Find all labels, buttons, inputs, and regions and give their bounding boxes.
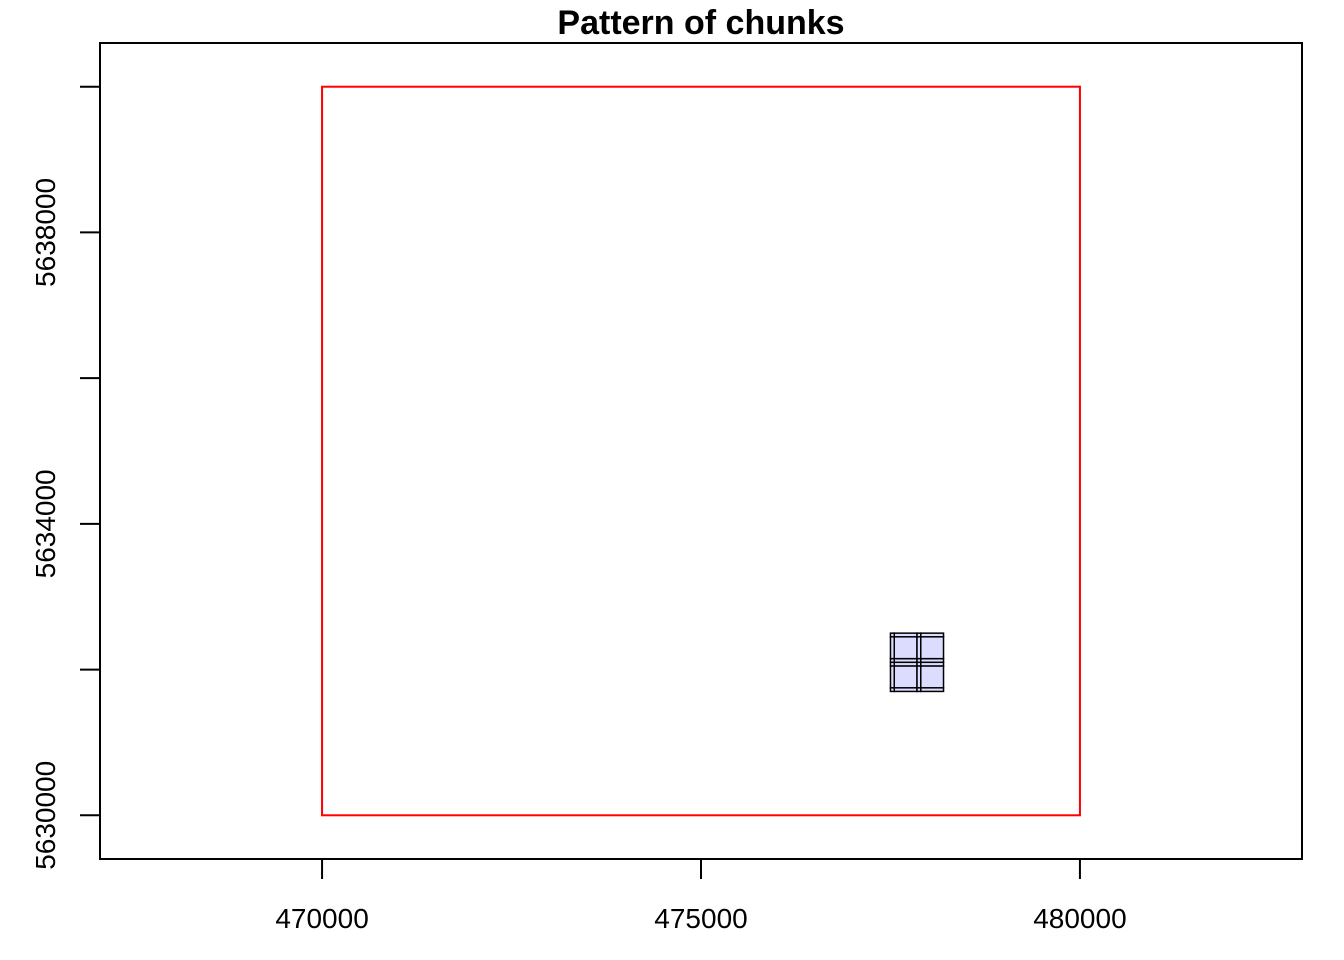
chunk-cell — [893, 636, 918, 660]
chart-title: Pattern of chunks — [557, 4, 844, 42]
axes: 470000 475000 480000 5630000 5634000 5638000 — [30, 42, 1303, 934]
y-tick-label: 5630000 — [30, 761, 61, 870]
extent-rectangle — [321, 85, 1081, 817]
x-tick-label: 480000 — [1033, 903, 1126, 934]
x-tick-label: 470000 — [275, 903, 368, 934]
chunk-cell — [920, 632, 945, 638]
chunk-cell — [920, 665, 945, 689]
chunk-cells — [889, 632, 945, 693]
plot-frame — [99, 42, 1303, 860]
plot-area — [321, 85, 1081, 817]
y-tick-label: 5638000 — [30, 178, 61, 287]
chunk-cell — [893, 632, 918, 638]
y-tick-label: 5634000 — [30, 469, 61, 578]
chunk-cell — [920, 636, 945, 660]
chunk-cell — [893, 665, 918, 689]
x-tick-label: 475000 — [654, 903, 747, 934]
